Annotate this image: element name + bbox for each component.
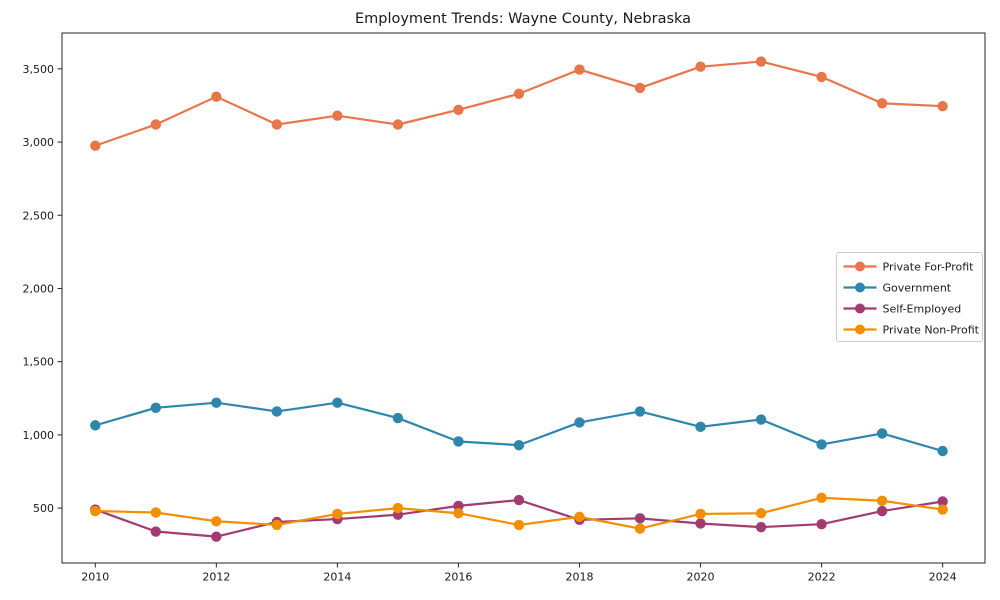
data-point-private-for-profit-2015 <box>392 119 404 130</box>
data-point-private-for-profit-2013 <box>271 119 283 130</box>
data-point-government-2012 <box>211 397 222 408</box>
y-tick-label-1000: 1,000 <box>23 429 55 442</box>
data-point-government-2024 <box>937 445 948 457</box>
data-point-self-employed-2019 <box>634 513 646 524</box>
legend-box <box>836 252 983 342</box>
data-point-government-2010 <box>90 420 101 431</box>
data-point-self-employed-2023 <box>876 505 888 517</box>
data-point-private-for-profit-2011 <box>150 119 162 130</box>
data-point-government-2022 <box>816 439 827 450</box>
data-point-government-2023 <box>876 428 888 439</box>
plot-area <box>62 33 985 563</box>
data-point-private-for-profit-2022 <box>816 71 827 83</box>
y-tick-label-2500: 2,500 <box>23 209 55 222</box>
data-point-private-non-profit-2014 <box>332 508 343 520</box>
legend-label: Government <box>883 282 952 295</box>
y-tick-label-3000: 3,000 <box>23 136 55 149</box>
data-point-private-non-profit-2015 <box>392 502 404 514</box>
data-point-self-employed-2011 <box>150 526 162 537</box>
data-point-self-employed-2012 <box>211 531 222 542</box>
legend-item-private-for-profit: Private For-Profit <box>843 261 975 274</box>
data-point-private-for-profit-2010 <box>90 140 101 151</box>
legend-marker <box>855 282 865 293</box>
data-point-private-non-profit-2013 <box>271 519 283 531</box>
data-point-private-for-profit-2023 <box>876 98 888 109</box>
data-point-private-non-profit-2010 <box>90 505 101 517</box>
legend: Private For-Profit Government Self-Employe… <box>836 252 983 342</box>
y-tick-label-2000: 2,000 <box>23 282 55 295</box>
x-tick-label-2016: 2016 <box>444 571 472 584</box>
data-point-private-non-profit-2020 <box>695 508 706 520</box>
data-point-government-2011 <box>150 402 162 414</box>
data-point-private-for-profit-2012 <box>211 91 222 102</box>
data-point-private-non-profit-2023 <box>876 495 888 506</box>
x-tick-label-2022: 2022 <box>808 571 836 584</box>
data-point-private-non-profit-2021 <box>755 508 767 519</box>
data-point-private-for-profit-2018 <box>574 64 585 75</box>
data-point-private-non-profit-2024 <box>937 504 948 515</box>
legend-marker <box>855 324 865 335</box>
data-point-government-2015 <box>392 412 404 424</box>
data-point-private-non-profit-2016 <box>453 508 464 519</box>
series-private-non-profit <box>90 492 948 534</box>
data-point-self-employed-2024 <box>937 496 948 507</box>
legend-item-private-non-profit: Private Non-Profit <box>843 324 980 337</box>
series-layer <box>90 56 948 542</box>
data-point-private-non-profit-2012 <box>211 516 222 527</box>
data-point-private-non-profit-2022 <box>816 492 827 504</box>
y-tick-label-3500: 3,500 <box>23 63 55 76</box>
legend-label: Private Non-Profit <box>883 324 980 337</box>
data-point-private-for-profit-2024 <box>937 101 948 112</box>
data-point-private-non-profit-2019 <box>634 523 646 534</box>
data-point-government-2014 <box>332 397 343 408</box>
data-point-self-employed-2017 <box>513 494 525 506</box>
x-tick-label-2014: 2014 <box>323 571 351 584</box>
x-tick-label-2018: 2018 <box>565 571 593 584</box>
legend-item-government: Government <box>843 282 952 295</box>
legend-item-self-employed: Self-Employed <box>843 303 962 316</box>
data-point-private-for-profit-2020 <box>695 61 706 72</box>
data-point-private-non-profit-2011 <box>150 507 162 518</box>
x-tick-label-2024: 2024 <box>929 571 957 584</box>
data-point-government-2013 <box>271 406 283 417</box>
data-point-self-employed-2022 <box>816 519 827 530</box>
plot-border <box>61 32 986 564</box>
y-tick-label-500: 500 <box>33 502 54 515</box>
data-point-self-employed-2016 <box>453 500 464 512</box>
data-point-government-2017 <box>513 439 525 451</box>
series-government <box>90 397 948 457</box>
data-point-government-2016 <box>453 436 464 447</box>
data-point-government-2018 <box>574 417 585 428</box>
legend-marker <box>855 303 865 314</box>
data-point-private-for-profit-2017 <box>513 88 525 99</box>
data-point-private-for-profit-2019 <box>634 82 646 94</box>
legend-label: Self-Employed <box>883 303 962 316</box>
data-point-private-for-profit-2014 <box>332 110 343 121</box>
data-point-government-2021 <box>755 414 767 425</box>
legend-marker <box>855 261 865 272</box>
data-point-government-2019 <box>634 406 646 417</box>
data-point-private-for-profit-2016 <box>453 104 464 116</box>
x-tick-label-2010: 2010 <box>81 571 109 584</box>
y-tick-label-1500: 1,500 <box>23 356 55 369</box>
data-point-government-2020 <box>695 421 706 433</box>
x-tick-label-2020: 2020 <box>687 571 715 584</box>
data-point-private-non-profit-2018 <box>574 511 585 523</box>
data-point-self-employed-2020 <box>695 518 706 529</box>
data-point-private-for-profit-2021 <box>755 56 767 67</box>
legend-label: Private For-Profit <box>883 261 975 274</box>
chart-title: Employment Trends: Wayne County, Nebrask… <box>355 11 691 27</box>
data-point-private-non-profit-2017 <box>513 519 525 531</box>
data-point-self-employed-2021 <box>755 521 767 533</box>
series-private-for-profit <box>90 56 948 151</box>
axes-layer: 2010 2012 2014 2016 2018 2020 2022 2024 500 1,000… <box>23 63 957 584</box>
x-tick-label-2012: 2012 <box>202 571 230 584</box>
